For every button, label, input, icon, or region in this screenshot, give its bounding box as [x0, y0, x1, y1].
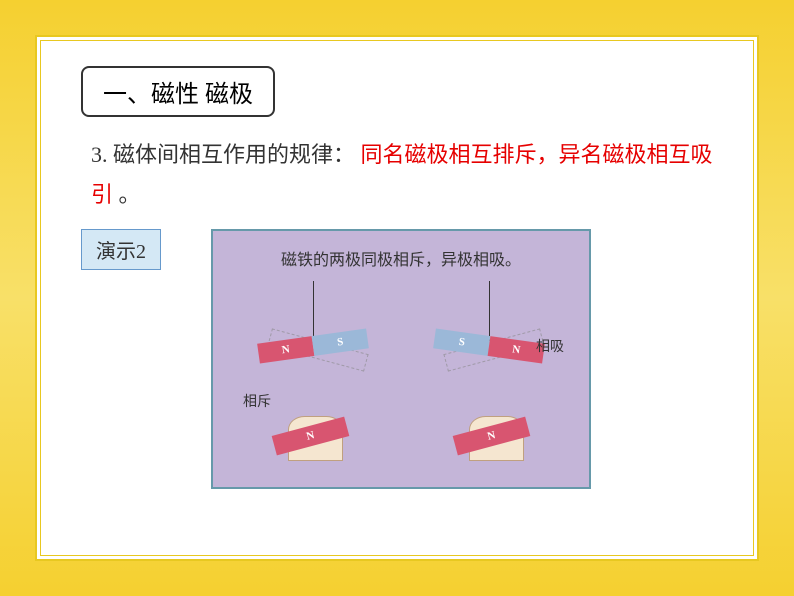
magnet-illustration: 磁铁的两极同极相斥，异极相吸。 N S 相斥 N	[211, 229, 591, 489]
magnet-pole-s: S	[433, 329, 490, 356]
attract-label: 相吸	[536, 336, 564, 356]
slide-outer-frame: 一、磁性 磁极 3. 磁体间相互作用的规律： 同名磁极相互排斥，异名磁极相互吸引…	[35, 35, 759, 561]
repel-label: 相斥	[243, 391, 271, 411]
period: 。	[119, 182, 141, 207]
section-title-box: 一、磁性 磁极	[81, 66, 275, 117]
point-label: 磁体间相互作用的规律：	[113, 142, 355, 167]
body-paragraph: 3. 磁体间相互作用的规律： 同名磁极相互排斥，异名磁极相互吸引 。	[71, 135, 723, 214]
demo-label: 演示2	[96, 241, 146, 263]
magnet-pole-n: N	[257, 336, 314, 363]
demo-row: 演示2 磁铁的两极同极相斥，异极相吸。 N S 相斥 N	[71, 229, 723, 489]
section-title: 一、磁性 磁极	[103, 82, 253, 108]
point-number: 3.	[91, 142, 108, 167]
string-left	[313, 281, 314, 341]
attract-scene: S N 相吸 N	[404, 281, 574, 461]
repel-scene: N S 相斥 N	[228, 281, 398, 461]
string-right	[489, 281, 490, 341]
slide-inner-frame: 一、磁性 磁极 3. 磁体间相互作用的规律： 同名磁极相互排斥，异名磁极相互吸引…	[40, 40, 754, 556]
illustration-caption: 磁铁的两极同极相斥，异极相吸。	[213, 246, 589, 270]
demo-label-box: 演示2	[81, 229, 161, 270]
